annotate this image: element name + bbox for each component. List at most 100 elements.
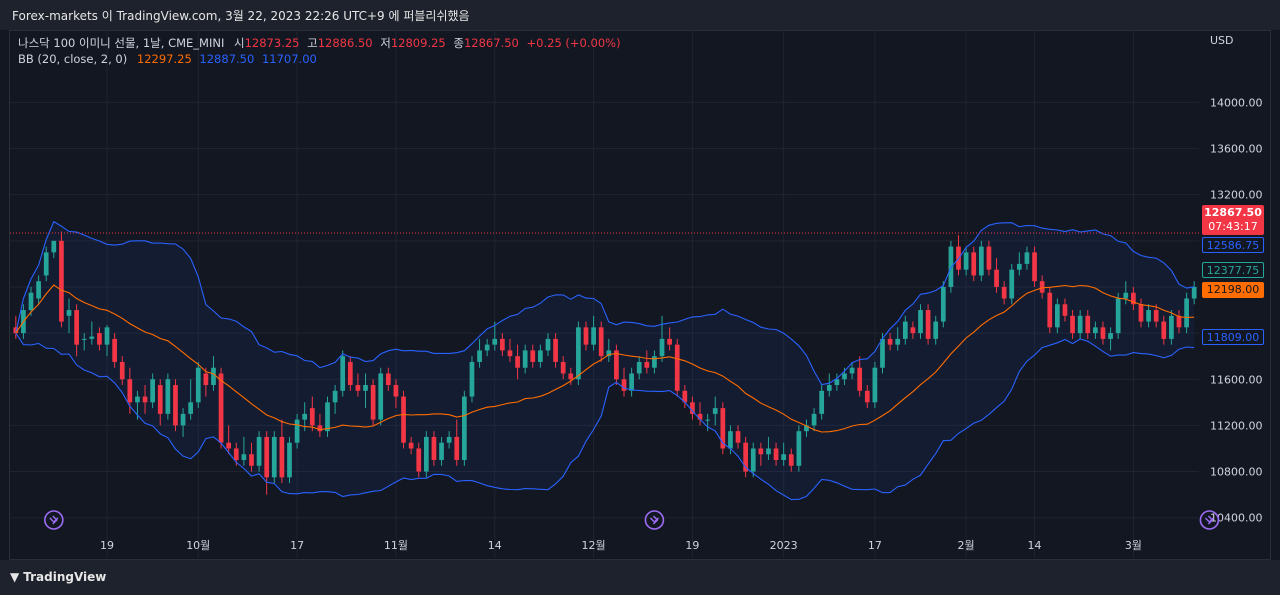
candle bbox=[1054, 298, 1060, 334]
candle-body bbox=[1184, 298, 1189, 328]
candle-body bbox=[1077, 315, 1083, 334]
candle-body bbox=[218, 373, 224, 443]
candle bbox=[971, 246, 977, 282]
candle-body bbox=[971, 252, 977, 276]
close-value: 12867.50 bbox=[463, 36, 519, 50]
candle-body bbox=[804, 425, 809, 432]
candle-body bbox=[431, 436, 437, 461]
candle bbox=[294, 413, 300, 449]
candle bbox=[994, 258, 999, 293]
candle-body bbox=[773, 448, 779, 461]
lower-band-label: 11809.00 bbox=[1202, 329, 1264, 345]
candle-body bbox=[385, 373, 391, 386]
candle bbox=[287, 436, 292, 484]
candle bbox=[439, 436, 444, 466]
candle-body bbox=[97, 333, 102, 345]
mid-price-label: 12377.75 bbox=[1202, 262, 1264, 278]
candle-body bbox=[682, 390, 688, 403]
candle bbox=[1184, 292, 1189, 334]
candle bbox=[538, 344, 543, 368]
x-tick-label: 19 bbox=[100, 539, 114, 552]
event-marker-icon bbox=[644, 510, 665, 530]
bollinger-basis-line bbox=[15, 284, 1195, 433]
candle bbox=[340, 350, 346, 397]
candle bbox=[325, 396, 330, 437]
candle bbox=[857, 356, 863, 397]
candle bbox=[279, 419, 285, 484]
candle-body bbox=[576, 327, 581, 380]
candle bbox=[51, 240, 57, 259]
time-axis: 19 10월 17 11월 14 12월 19 2023 17 2월 14 3월 bbox=[100, 539, 1142, 552]
candle bbox=[89, 321, 95, 345]
candle bbox=[880, 333, 885, 374]
candle-body bbox=[598, 327, 604, 357]
candle-body bbox=[986, 246, 992, 270]
candle bbox=[629, 367, 634, 397]
candle-body bbox=[826, 385, 832, 391]
candle bbox=[363, 373, 368, 409]
candle-body bbox=[469, 361, 475, 397]
candle bbox=[97, 327, 102, 351]
candle bbox=[925, 304, 931, 345]
candle bbox=[1169, 310, 1174, 345]
candle bbox=[1009, 263, 1015, 305]
candle bbox=[401, 390, 406, 449]
candle bbox=[484, 338, 490, 357]
candle bbox=[173, 379, 178, 432]
candle-body bbox=[142, 396, 148, 403]
tradingview-logo[interactable]: ▼ TradingView bbox=[10, 570, 106, 584]
candle bbox=[28, 286, 34, 316]
candle-body bbox=[1016, 263, 1022, 270]
candle-body bbox=[515, 356, 520, 368]
basis-label: 12198.00 bbox=[1202, 282, 1264, 298]
candle bbox=[978, 240, 984, 282]
candle bbox=[1032, 246, 1037, 287]
change-value: +0.25 (+0.00%) bbox=[526, 36, 621, 50]
candle bbox=[1108, 327, 1113, 351]
candle-body bbox=[165, 379, 171, 414]
candle-body bbox=[629, 373, 634, 391]
candle-body bbox=[659, 338, 665, 357]
candle-body bbox=[173, 385, 178, 426]
y-tick-label: 10800.00 bbox=[1210, 466, 1263, 479]
candle-body bbox=[454, 436, 460, 461]
candle-body bbox=[477, 350, 482, 362]
candle-body bbox=[522, 350, 528, 368]
candle bbox=[895, 327, 901, 351]
candle-body bbox=[1054, 304, 1060, 328]
candle-body bbox=[880, 338, 885, 368]
candle-body bbox=[401, 396, 406, 443]
x-tick-label: 2023 bbox=[770, 539, 798, 552]
candle bbox=[591, 315, 596, 351]
candle bbox=[826, 373, 832, 397]
candle-body bbox=[910, 327, 916, 334]
candle bbox=[469, 356, 475, 403]
candle bbox=[226, 425, 232, 455]
candle-body bbox=[811, 413, 817, 426]
candle-body bbox=[766, 448, 771, 455]
candle bbox=[682, 385, 688, 409]
candle bbox=[690, 396, 695, 420]
candle-body bbox=[902, 321, 908, 339]
candle-body bbox=[1146, 310, 1151, 322]
high-label: 고 bbox=[307, 36, 318, 50]
candle bbox=[500, 333, 505, 357]
candles bbox=[13, 231, 1197, 495]
footer-bar: ▼ TradingView bbox=[0, 560, 1280, 595]
candle-body bbox=[28, 292, 34, 311]
candle-body bbox=[887, 338, 893, 345]
candle-body bbox=[735, 431, 741, 443]
symbol-legend[interactable]: 나스닥 100 이미니 선물, 1날, CME_MINI 시12873.25 고… bbox=[18, 35, 621, 51]
candle bbox=[1077, 310, 1083, 339]
x-tick-label: 19 bbox=[685, 539, 699, 552]
candle-body bbox=[545, 338, 551, 351]
bollinger-lower-line bbox=[15, 332, 1195, 501]
candle-body bbox=[720, 408, 726, 449]
indicator-legend[interactable]: BB (20, close, 2, 0) 12297.25 12887.50 1… bbox=[18, 52, 317, 66]
candle-body bbox=[484, 344, 490, 351]
candle-body bbox=[918, 310, 923, 334]
tradingview-brand: TradingView bbox=[23, 570, 107, 584]
candle-body bbox=[51, 240, 57, 253]
candle-body bbox=[317, 425, 323, 432]
